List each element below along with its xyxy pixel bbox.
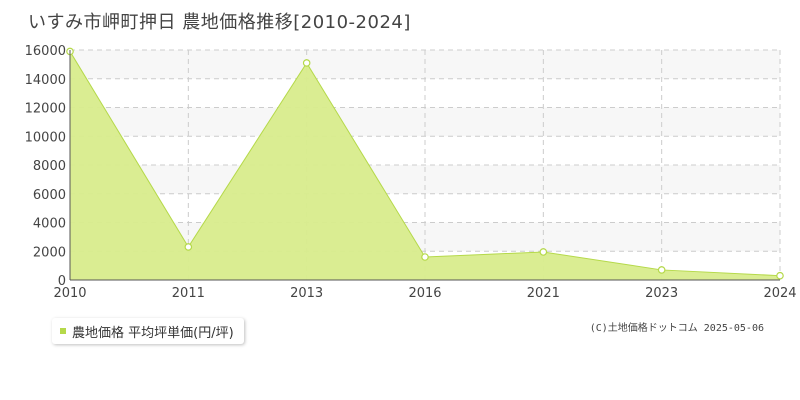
credit-text: (C)土地価格ドットコム 2025-05-06	[589, 323, 764, 334]
x-tick-label: 2023	[645, 286, 678, 301]
data-point	[302, 59, 311, 67]
y-tick-label: 12000	[25, 102, 66, 117]
y-tick-label: 14000	[25, 73, 66, 88]
x-tick-label: 2010	[53, 286, 86, 301]
x-tick-label: 2016	[408, 286, 441, 301]
y-tick-label: 8000	[33, 159, 66, 174]
x-tick-label: 2024	[763, 286, 796, 301]
legend: 農地価格 平均坪単価(円/坪)	[52, 318, 244, 344]
data-point	[539, 248, 548, 256]
data-point	[657, 266, 666, 274]
data-point	[776, 271, 784, 280]
legend-label: 農地価格 平均坪単価(円/坪)	[72, 325, 234, 341]
x-tick-label: 2021	[527, 286, 560, 301]
y-tick-label: 16000	[25, 44, 66, 59]
series-area	[70, 51, 780, 280]
data-point	[421, 253, 429, 261]
y-tick-label: 10000	[25, 130, 66, 145]
y-tick-label: 4000	[33, 217, 66, 232]
y-tick-label: 6000	[33, 188, 66, 203]
legend-swatch	[60, 328, 66, 334]
y-tick-label: 0	[58, 274, 66, 289]
chart-title: いすみ市岬町押日 農地価格推移[2010-2024]	[28, 12, 411, 33]
x-tick-label: 2013	[290, 286, 323, 301]
y-tick-label: 2000	[33, 245, 66, 260]
x-tick-label: 2011	[172, 286, 205, 301]
data-point	[184, 243, 193, 251]
